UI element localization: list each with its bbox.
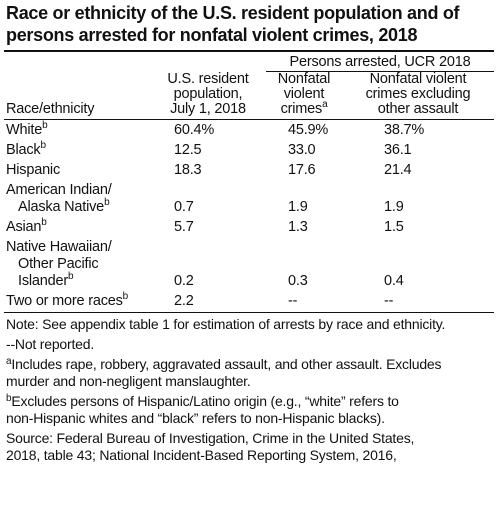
cell-nonfatal: 33.0 — [288, 142, 316, 158]
cell-nonfatal: 0.3 — [288, 273, 308, 289]
cell-nonfatal-excluding: 36.1 — [384, 142, 412, 158]
table-body: Whiteb 60.4% 45.9% 38.7% Blackb 12.5 33.0 36.1 H… — [4, 120, 495, 313]
cell-nonfatal-excluding: 21.4 — [384, 162, 412, 178]
document-title: Race or ethnicity of the U.S. resident p… — [4, 2, 494, 46]
cell-population: 5.7 — [174, 219, 194, 235]
cell-population: 2.2 — [144, 291, 266, 313]
data-table: Persons arrested, UCR 2018 Race/ethnicit… — [4, 52, 495, 313]
footnote-marker-b: b — [68, 271, 74, 282]
footnote-marker-a: a — [322, 99, 328, 110]
group-header-arrested: Persons arrested, UCR 2018 — [266, 52, 495, 72]
header-nonfatal-excluding: Nonfatal violent crimes excluding other … — [342, 71, 495, 120]
cell-nonfatal-excluding: -- — [342, 291, 495, 313]
cell-nonfatal-excluding: 38.7% — [384, 122, 425, 138]
cell-nonfatal: 1.3 — [288, 219, 308, 235]
column-header-row: Race/ethnicity U.S. resident population,… — [4, 71, 495, 120]
cell-population: 60.4% — [174, 122, 215, 138]
table-row: Whiteb 60.4% 45.9% 38.7% — [4, 120, 494, 141]
table-row: Asianb 5.7 1.3 1.5 — [4, 217, 494, 237]
table-row: Hispanic 18.3 17.6 21.4 — [4, 160, 494, 180]
table-row: Blackb 12.5 33.0 36.1 — [4, 140, 494, 160]
footnote-b: bExcludes persons of Hispanic/Latino ori… — [6, 393, 399, 426]
footnote-marker-b: b — [104, 197, 110, 208]
footnote-a: aIncludes rape, robbery, aggravated assa… — [6, 356, 442, 389]
footnote-marker-b: b — [40, 140, 46, 151]
header-nonfatal: Nonfatal violent crimesa — [266, 71, 342, 120]
cell-nonfatal: 17.6 — [288, 162, 316, 178]
cell-population: 0.2 — [174, 273, 194, 289]
note-appendix: Note: See appendix table 1 for estimatio… — [6, 316, 446, 332]
notes-section: Note: See appendix table 1 for estimatio… — [4, 313, 494, 464]
group-header-row: Persons arrested, UCR 2018 — [4, 52, 495, 72]
cell-nonfatal-excluding: 1.9 — [384, 199, 404, 215]
row-label: Blackb — [6, 140, 46, 159]
row-label: Two or more racesb — [4, 291, 144, 313]
header-race-ethnicity: Race/ethnicity — [4, 71, 144, 120]
note-not-reported: --Not reported. — [6, 336, 95, 352]
cell-nonfatal: 45.9% — [288, 122, 329, 138]
header-population: U.S. resident population, July 1, 2018 — [144, 71, 266, 120]
cell-nonfatal: 1.9 — [288, 199, 308, 215]
cell-population: 18.3 — [174, 162, 202, 178]
cell-nonfatal: -- — [266, 291, 342, 313]
footnote-marker-b: b — [41, 217, 47, 228]
table-row: American Indian/Alaska Nativeb 0.7 1.9 1.9 — [4, 180, 494, 217]
cell-population: 12.5 — [174, 142, 202, 158]
row-label: Hispanic — [6, 162, 61, 178]
row-label: Native Hawaiian/Other Pacific Islanderb — [6, 239, 112, 289]
table-row: Native Hawaiian/Other Pacific Islanderb 0.… — [4, 237, 494, 291]
cell-nonfatal-excluding: 1.5 — [384, 219, 404, 235]
title-line-1: Race or ethnicity of the U.S. resident p… — [6, 3, 460, 23]
title-rule — [4, 50, 494, 52]
cell-nonfatal-excluding: 0.4 — [384, 273, 404, 289]
row-label: Asianb — [6, 217, 47, 236]
row-label: Whiteb — [6, 120, 48, 139]
footnote-marker-b: b — [42, 120, 48, 131]
row-label: American Indian/Alaska Nativeb — [6, 182, 112, 215]
cell-population: 0.7 — [174, 199, 194, 215]
source-note: Source: Federal Bureau of Investigation,… — [6, 430, 415, 463]
table-row: Two or more racesb 2.2 -- -- — [4, 291, 495, 313]
title-line-2: persons arrested for nonfatal violent cr… — [6, 25, 418, 45]
footnote-marker-b: b — [122, 291, 129, 302]
